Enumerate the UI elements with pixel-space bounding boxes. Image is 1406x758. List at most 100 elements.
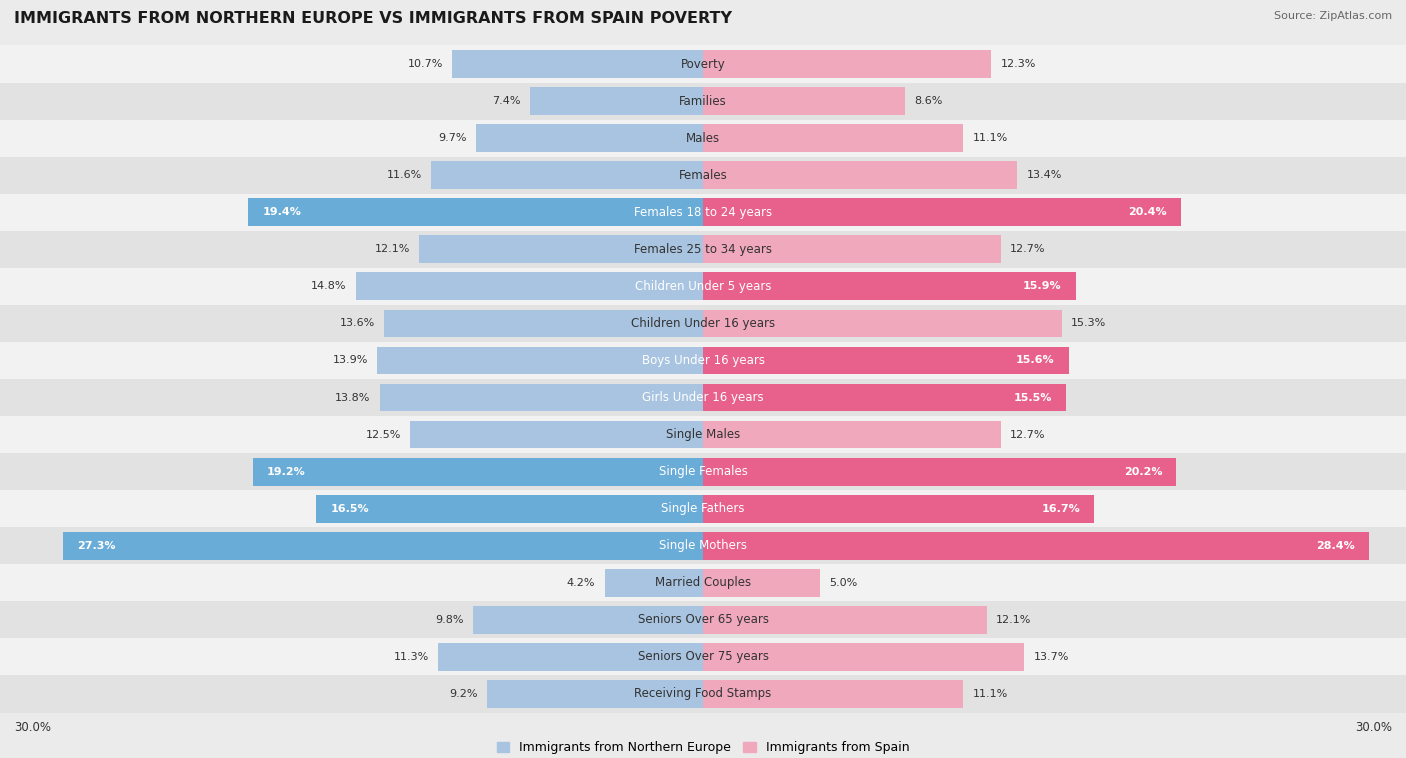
Bar xyxy=(63,532,703,559)
Bar xyxy=(703,272,1076,300)
Text: 9.8%: 9.8% xyxy=(436,615,464,625)
Text: 11.3%: 11.3% xyxy=(394,652,429,662)
Text: IMMIGRANTS FROM NORTHERN EUROPE VS IMMIGRANTS FROM SPAIN POVERTY: IMMIGRANTS FROM NORTHERN EUROPE VS IMMIG… xyxy=(14,11,733,27)
Bar xyxy=(0,305,1406,342)
Bar xyxy=(703,161,1017,189)
Bar xyxy=(0,379,1406,416)
Bar xyxy=(384,309,703,337)
Text: 27.3%: 27.3% xyxy=(77,540,115,551)
Bar xyxy=(0,528,1406,564)
Text: Families: Families xyxy=(679,95,727,108)
Text: Seniors Over 75 years: Seniors Over 75 years xyxy=(637,650,769,663)
Bar xyxy=(0,564,1406,601)
Bar xyxy=(703,606,987,634)
Text: Females 18 to 24 years: Females 18 to 24 years xyxy=(634,205,772,219)
Bar xyxy=(419,236,703,263)
Bar xyxy=(0,157,1406,194)
Text: 12.3%: 12.3% xyxy=(1001,59,1036,69)
Bar xyxy=(703,495,1094,522)
Text: Seniors Over 65 years: Seniors Over 65 years xyxy=(637,613,769,626)
Text: 4.2%: 4.2% xyxy=(567,578,595,587)
Bar xyxy=(380,384,703,412)
Bar xyxy=(488,680,703,708)
Bar xyxy=(703,309,1062,337)
Legend: Immigrants from Northern Europe, Immigrants from Spain: Immigrants from Northern Europe, Immigra… xyxy=(496,741,910,754)
Text: Poverty: Poverty xyxy=(681,58,725,70)
Text: 13.6%: 13.6% xyxy=(340,318,375,328)
Text: Males: Males xyxy=(686,132,720,145)
Bar xyxy=(432,161,703,189)
Text: Children Under 16 years: Children Under 16 years xyxy=(631,317,775,330)
Bar xyxy=(0,120,1406,157)
Bar xyxy=(0,601,1406,638)
Bar xyxy=(0,342,1406,379)
Bar xyxy=(703,532,1368,559)
Text: Source: ZipAtlas.com: Source: ZipAtlas.com xyxy=(1274,11,1392,21)
Bar xyxy=(703,421,1001,449)
Text: Females: Females xyxy=(679,169,727,182)
Bar xyxy=(703,458,1177,486)
Text: 11.6%: 11.6% xyxy=(387,171,422,180)
Text: 16.7%: 16.7% xyxy=(1042,504,1080,514)
Text: 19.4%: 19.4% xyxy=(263,207,301,218)
Bar xyxy=(253,458,703,486)
Bar xyxy=(703,643,1024,671)
Bar xyxy=(0,490,1406,528)
Bar xyxy=(474,606,703,634)
Bar xyxy=(453,50,703,78)
Bar xyxy=(703,50,991,78)
Bar xyxy=(316,495,703,522)
Text: 13.9%: 13.9% xyxy=(333,356,368,365)
Text: 14.8%: 14.8% xyxy=(311,281,347,291)
Text: Receiving Food Stamps: Receiving Food Stamps xyxy=(634,688,772,700)
Text: 30.0%: 30.0% xyxy=(1355,721,1392,735)
Bar xyxy=(703,346,1069,374)
Bar xyxy=(703,124,963,152)
Text: Single Mothers: Single Mothers xyxy=(659,539,747,553)
Bar xyxy=(703,236,1001,263)
Bar xyxy=(0,453,1406,490)
Bar xyxy=(0,45,1406,83)
Bar xyxy=(605,569,703,597)
Text: 16.5%: 16.5% xyxy=(330,504,368,514)
Bar xyxy=(703,569,820,597)
Text: 10.7%: 10.7% xyxy=(408,59,443,69)
Bar xyxy=(475,124,703,152)
Text: Children Under 5 years: Children Under 5 years xyxy=(634,280,772,293)
Text: 13.8%: 13.8% xyxy=(335,393,370,402)
Bar xyxy=(411,421,703,449)
Bar xyxy=(703,680,963,708)
Text: 11.1%: 11.1% xyxy=(973,133,1008,143)
Text: 5.0%: 5.0% xyxy=(830,578,858,587)
Text: Single Fathers: Single Fathers xyxy=(661,503,745,515)
Text: 12.1%: 12.1% xyxy=(375,244,411,254)
Text: Boys Under 16 years: Boys Under 16 years xyxy=(641,354,765,367)
Bar xyxy=(0,675,1406,713)
Bar xyxy=(356,272,703,300)
Bar xyxy=(703,87,904,115)
Text: 15.6%: 15.6% xyxy=(1017,356,1054,365)
Text: 19.2%: 19.2% xyxy=(267,467,307,477)
Text: 12.1%: 12.1% xyxy=(995,615,1031,625)
Text: 12.7%: 12.7% xyxy=(1010,430,1046,440)
Text: Married Couples: Married Couples xyxy=(655,576,751,589)
Bar xyxy=(377,346,703,374)
Text: 8.6%: 8.6% xyxy=(914,96,942,106)
Bar xyxy=(0,230,1406,268)
Bar xyxy=(530,87,703,115)
Bar xyxy=(703,384,1066,412)
Text: 9.7%: 9.7% xyxy=(437,133,467,143)
Text: 15.5%: 15.5% xyxy=(1014,393,1052,402)
Text: Females 25 to 34 years: Females 25 to 34 years xyxy=(634,243,772,255)
Bar xyxy=(439,643,703,671)
Text: 15.3%: 15.3% xyxy=(1071,318,1107,328)
Text: 11.1%: 11.1% xyxy=(973,689,1008,699)
Text: 13.7%: 13.7% xyxy=(1033,652,1069,662)
Bar xyxy=(249,199,703,226)
Text: 28.4%: 28.4% xyxy=(1316,540,1354,551)
Text: 20.2%: 20.2% xyxy=(1123,467,1163,477)
Text: 12.5%: 12.5% xyxy=(366,430,401,440)
Text: 7.4%: 7.4% xyxy=(492,96,520,106)
Text: 13.4%: 13.4% xyxy=(1026,171,1062,180)
Text: 9.2%: 9.2% xyxy=(450,689,478,699)
